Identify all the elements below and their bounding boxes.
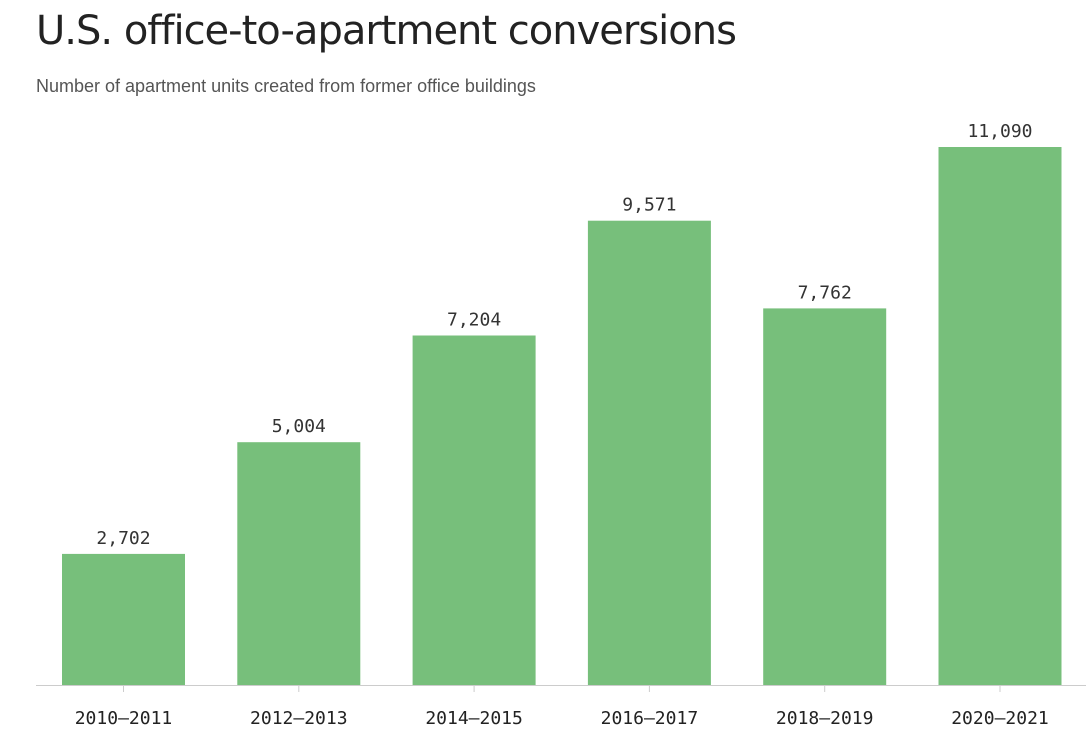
bar-value-label-1: 5,004 (272, 416, 326, 437)
bar-value-label-5: 11,090 (967, 121, 1032, 142)
bar-value-label-4: 7,762 (798, 282, 852, 303)
bar-value-label-0: 2,702 (96, 528, 150, 549)
bar-value-label-3: 9,571 (622, 195, 676, 216)
bar-1 (237, 442, 361, 685)
x-tick-label-3: 2016–2017 (601, 708, 699, 729)
bar-2 (412, 335, 536, 685)
bar-0 (62, 553, 185, 685)
x-tick-label-0: 2010–2011 (75, 708, 173, 729)
chart-subtitle: Number of apartment units created from f… (36, 76, 536, 96)
bar-4 (763, 308, 887, 685)
x-tick-label-5: 2020–2021 (951, 708, 1049, 729)
bar-5 (938, 147, 1062, 685)
bar-value-label-2: 7,204 (447, 310, 501, 331)
chart-title: U.S. office-to-apartment conversions (36, 8, 737, 54)
x-tick-label-4: 2018–2019 (776, 708, 874, 729)
bar-3 (587, 220, 711, 685)
x-tick-label-1: 2012–2013 (250, 708, 348, 729)
x-tick-label-2: 2014–2015 (425, 708, 523, 729)
